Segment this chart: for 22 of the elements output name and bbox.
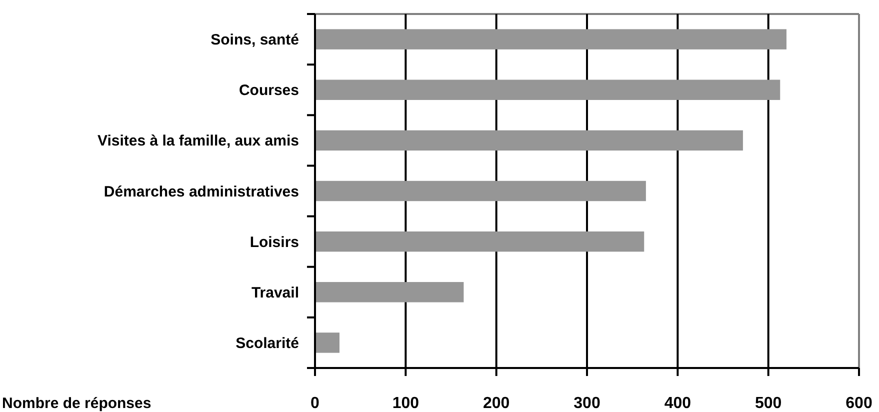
y-tick-label: Visites à la famille, aux amis — [97, 132, 299, 150]
bar — [315, 80, 780, 100]
x-tick-label: 500 — [754, 395, 782, 412]
y-tick-label: Travail — [251, 284, 299, 302]
x-tick-label: 600 — [846, 395, 872, 412]
x-tick-label: 0 — [310, 395, 320, 412]
x-axis-title: Nombre de réponses — [2, 395, 152, 412]
x-tick-label: 300 — [574, 395, 600, 412]
bar — [315, 180, 646, 202]
y-tick-label: Démarches administratives — [104, 183, 299, 200]
x-tick-label: 400 — [664, 395, 692, 412]
x-tick-label: 100 — [392, 395, 420, 412]
bar — [315, 332, 340, 353]
bar — [315, 231, 644, 252]
y-tick-label: Courses — [238, 82, 299, 100]
bar — [315, 29, 786, 50]
y-tick-label: Scolarité — [236, 334, 299, 352]
y-tick-label: Loisirs — [250, 234, 299, 251]
bar — [315, 130, 743, 151]
y-tick-label: Soins, santé — [210, 32, 299, 49]
x-tick-label: 200 — [482, 395, 510, 412]
bar — [315, 282, 464, 302]
